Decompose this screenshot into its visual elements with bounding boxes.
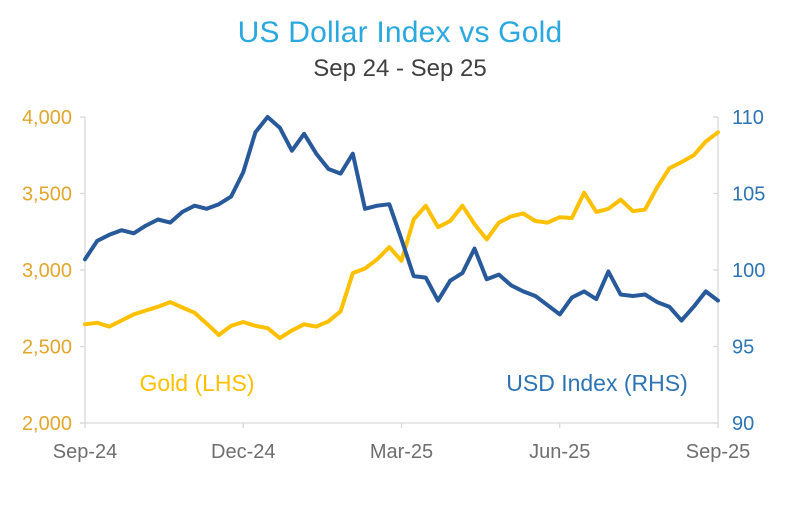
left-axis-tick-label: 3,500 (22, 184, 72, 206)
left-axis-tick-label: 2,000 (22, 413, 72, 435)
x-axis-tick-label: Mar-25 (370, 441, 433, 463)
right-axis-tick-label: 90 (732, 413, 754, 435)
x-axis-tick-label: Sep-25 (686, 441, 751, 463)
left-axis-tick-label: 3,000 (22, 260, 72, 282)
x-axis-tick-label: Dec-24 (211, 441, 275, 463)
usd-legend-label: USD Index (RHS) (506, 370, 687, 396)
usd-index-line (83, 115, 720, 323)
right-axis-tick-label: 110 (732, 107, 764, 129)
left-axis-tick-label: 2,500 (22, 337, 72, 359)
gold-legend-label: Gold (LHS) (139, 370, 254, 396)
left-axis-tick-label: 4,000 (22, 107, 72, 129)
right-axis-tick-label: 100 (732, 260, 765, 282)
x-axis-tick-label: Jun-25 (529, 441, 590, 463)
right-axis-tick-label: 105 (732, 184, 765, 206)
x-axis-tick-label: Sep-24 (53, 441, 118, 463)
right-axis-tick-label: 95 (732, 337, 754, 359)
gold-line (83, 130, 720, 341)
